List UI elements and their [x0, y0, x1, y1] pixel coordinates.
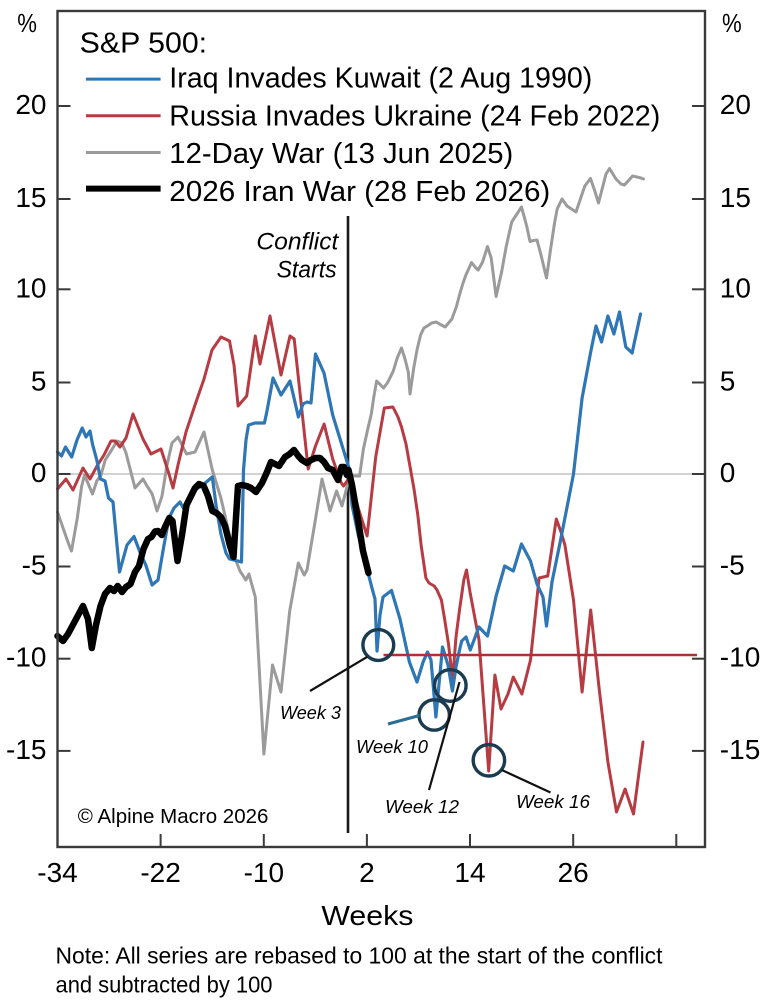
svg-text:Conflict: Conflict [256, 228, 339, 255]
svg-text:Starts: Starts [277, 257, 337, 284]
svg-text:-10: -10 [6, 642, 46, 673]
svg-text:10: 10 [720, 272, 751, 303]
svg-text:Week 10: Week 10 [356, 737, 428, 757]
svg-text:12-Day War (13 Jun 2025): 12-Day War (13 Jun 2025) [169, 138, 513, 170]
svg-text:-10: -10 [244, 857, 284, 888]
svg-text:20: 20 [15, 89, 46, 120]
svg-text:26: 26 [558, 857, 589, 888]
svg-text:Week 12: Week 12 [385, 797, 459, 817]
svg-text:2026 Iran War (28 Feb 2026): 2026 Iran War (28 Feb 2026) [169, 176, 550, 208]
svg-text:Weeks: Weeks [321, 900, 413, 931]
svg-text:%: % [722, 8, 742, 38]
svg-text:-5: -5 [22, 550, 47, 581]
svg-text:© Alpine Macro 2026: © Alpine Macro 2026 [78, 805, 269, 828]
svg-text:5: 5 [31, 366, 47, 397]
svg-text:-10: -10 [720, 642, 760, 673]
svg-text:-15: -15 [720, 734, 760, 765]
svg-text:15: 15 [15, 182, 46, 213]
svg-text:2: 2 [359, 857, 375, 888]
svg-text:-15: -15 [6, 734, 46, 765]
svg-text:14: 14 [454, 857, 485, 888]
svg-text:20: 20 [720, 89, 751, 120]
svg-text:Note: All series are rebased t: Note: All series are rebased to 100 at t… [56, 943, 664, 969]
svg-text:Iraq Invades Kuwait (2 Aug 199: Iraq Invades Kuwait (2 Aug 1990) [169, 63, 592, 95]
svg-text:-34: -34 [37, 857, 77, 888]
svg-text:15: 15 [720, 182, 751, 213]
svg-text:%: % [17, 8, 37, 38]
svg-text:5: 5 [720, 366, 736, 397]
svg-text:0: 0 [31, 457, 47, 488]
svg-text:S&P 500:: S&P 500: [80, 27, 207, 59]
svg-text:0: 0 [720, 457, 736, 488]
svg-text:10: 10 [15, 272, 46, 303]
svg-text:-5: -5 [720, 550, 745, 581]
svg-text:Russia Invades Ukraine (24 Feb: Russia Invades Ukraine (24 Feb 2022) [169, 100, 660, 132]
svg-text:Week 3: Week 3 [280, 703, 341, 723]
svg-text:and subtracted by 100: and subtracted by 100 [56, 972, 273, 998]
svg-text:-22: -22 [140, 857, 180, 888]
svg-text:Week 16: Week 16 [516, 792, 591, 812]
